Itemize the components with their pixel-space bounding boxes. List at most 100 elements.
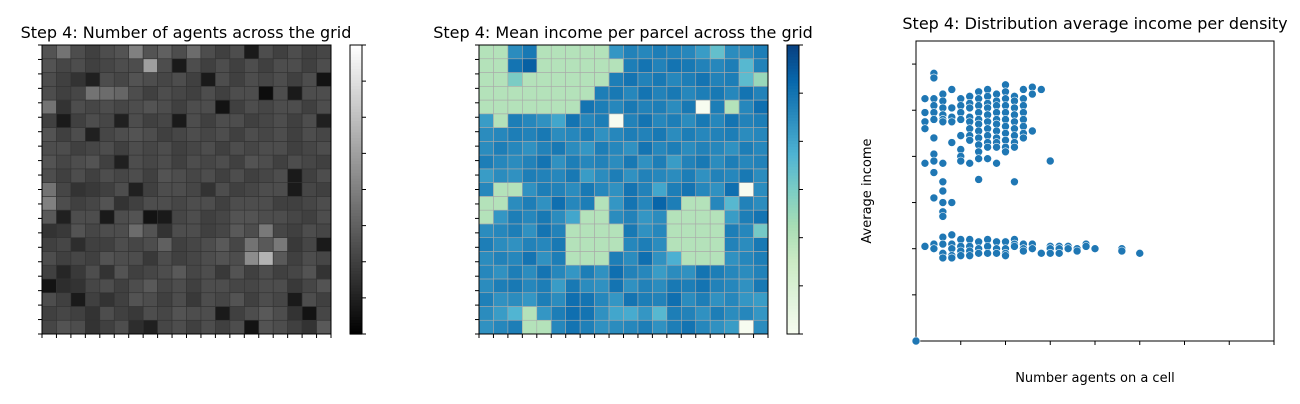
scatter-point <box>947 230 957 240</box>
income-cell <box>550 127 566 142</box>
income-colorbar-segment <box>787 180 799 185</box>
income-colorbar-segment <box>787 117 799 121</box>
income-cell <box>680 182 697 197</box>
agents-cell <box>70 127 86 142</box>
agents-cell <box>186 58 202 73</box>
scatter-point <box>1063 244 1073 253</box>
scatter-point <box>992 249 1001 258</box>
agents-cell <box>70 196 86 211</box>
agents-cell <box>171 168 187 183</box>
agents-cell <box>229 58 245 73</box>
income-cell <box>637 85 653 101</box>
income-cell <box>666 44 682 60</box>
income-cell <box>623 306 639 321</box>
income-cell <box>478 168 494 183</box>
agents-cell <box>113 127 129 142</box>
agents-heatmap-title: Step 4: Number of agents across the grid <box>21 23 352 42</box>
income-colorbar-segment <box>787 166 799 170</box>
agents-cell <box>186 196 202 211</box>
agents-cell <box>85 141 101 156</box>
agents-cell <box>113 306 129 321</box>
income-cell <box>594 264 610 280</box>
income-cell <box>666 223 682 238</box>
income-cell <box>493 278 509 294</box>
agents-cell <box>142 141 158 156</box>
agents-cell <box>56 72 72 87</box>
agents-cell <box>171 44 187 60</box>
income-cell <box>666 319 682 335</box>
income-cell <box>753 113 769 128</box>
income-cell <box>522 127 538 142</box>
agents-colorbar-segment <box>350 307 362 312</box>
scatter-x-label: Number agents on a cell <box>1015 371 1175 386</box>
income-cell <box>478 182 494 197</box>
agents-cell <box>287 319 303 335</box>
agents-cell <box>41 264 57 280</box>
agents-cell <box>316 154 332 170</box>
agents-cell <box>142 72 158 87</box>
income-cell <box>594 58 610 73</box>
income-cell <box>507 251 523 266</box>
agents-cell <box>41 44 57 60</box>
agents-cell <box>301 99 317 115</box>
income-cell <box>695 182 711 197</box>
agents-colorbar-segment <box>350 276 362 280</box>
income-cell <box>709 292 725 307</box>
income-cell <box>652 127 668 142</box>
agents-cell <box>171 141 187 156</box>
income-cell <box>680 113 697 128</box>
agents-cell <box>113 99 129 115</box>
agents-cell <box>200 99 216 115</box>
agents-cell <box>316 85 332 101</box>
income-cell <box>565 196 581 211</box>
income-cell <box>608 278 624 294</box>
income-cell <box>493 44 509 60</box>
scatter-point <box>1028 244 1037 253</box>
agents-cell <box>56 58 72 73</box>
income-cell <box>507 154 523 170</box>
agents-cell <box>56 85 72 101</box>
income-cell <box>666 209 682 225</box>
agents-heatmap-axes <box>38 44 332 338</box>
income-cell <box>738 99 754 115</box>
income-cell <box>522 196 538 211</box>
income-cell <box>680 264 697 280</box>
income-colorbar-segment <box>787 281 799 286</box>
agents-colorbar-segment <box>350 91 362 95</box>
agents-cell <box>244 141 260 156</box>
agents-cell <box>70 113 86 128</box>
agents-colorbar-segment <box>350 123 362 127</box>
agents-cell <box>287 85 303 101</box>
agents-cell <box>258 264 274 280</box>
income-colorbar-segment <box>787 293 799 298</box>
income-cell <box>666 182 682 197</box>
income-cell <box>695 196 711 211</box>
agents-cell <box>229 99 245 115</box>
income-cell <box>724 99 740 115</box>
income-cell <box>608 264 624 280</box>
income-cell <box>709 44 725 60</box>
agents-cell <box>258 58 274 73</box>
income-cell <box>608 292 624 307</box>
income-cell <box>608 99 624 115</box>
agents-cell <box>142 58 158 73</box>
agents-colorbar-segment <box>350 169 362 173</box>
income-cell <box>579 182 595 197</box>
agents-cell <box>85 196 101 211</box>
income-cell <box>753 251 769 266</box>
agents-cell <box>41 127 57 142</box>
income-cell <box>522 44 538 60</box>
agents-cell <box>113 223 129 238</box>
agents-cell <box>272 85 288 101</box>
income-cell <box>652 292 668 307</box>
income-colorbar-segment <box>787 276 799 280</box>
income-cell <box>652 264 668 280</box>
income-heatmap-title: Step 4: Mean income per parcel across th… <box>433 23 813 42</box>
agents-cell <box>301 85 317 101</box>
scatter-point <box>1001 251 1010 260</box>
income-cell <box>594 251 610 266</box>
agents-colorbar-segment <box>350 166 362 170</box>
scatter-point <box>1010 242 1019 251</box>
agents-cell <box>99 85 115 101</box>
income-cell <box>724 264 740 280</box>
